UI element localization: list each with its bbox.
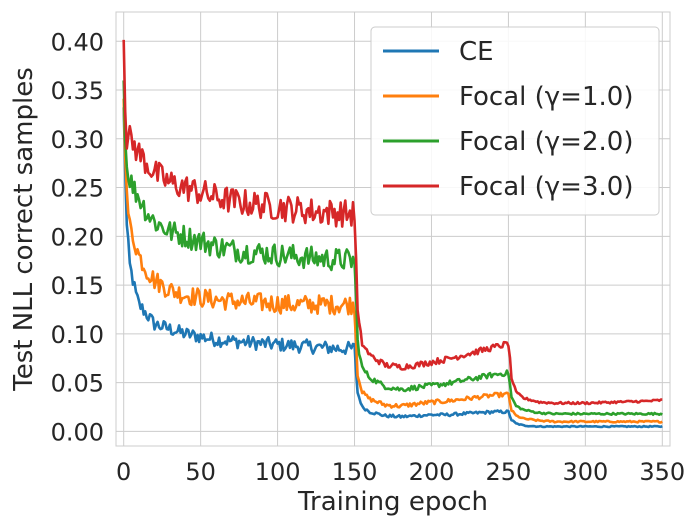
- legend-label: Focal (γ=3.0): [459, 172, 633, 202]
- x-tick-label: 50: [185, 458, 216, 486]
- legend-box: [370, 26, 660, 216]
- y-tick-label: 0.35: [51, 77, 104, 105]
- series-line: [122, 39, 663, 406]
- y-tick-label: 0.00: [51, 418, 104, 446]
- series-line: [122, 107, 663, 429]
- legend-label: Focal (γ=1.0): [459, 82, 633, 112]
- x-tick-label: 100: [255, 458, 301, 486]
- x-tick-label: 200: [409, 458, 455, 486]
- x-axis-label: Training epoch: [297, 487, 488, 517]
- y-tick-label: 0.20: [51, 223, 104, 251]
- y-tick-label: 0.15: [51, 272, 104, 300]
- series-line: [122, 80, 663, 417]
- legend: CE Focal (γ=1.0) Focal (γ=2.0) Focal (γ=3.0…: [370, 26, 660, 216]
- x-axis-ticks: 0 50 100 150 200 250 300 350: [116, 458, 685, 486]
- y-axis-ticks: 0.00 0.05 0.10 0.15 0.20 0.25 0.30 0.35 0.40: [51, 28, 104, 446]
- x-tick-label: 0: [116, 458, 131, 486]
- x-tick-label: 350: [639, 458, 685, 486]
- y-axis-label: Test NLL correct samples: [9, 67, 39, 392]
- series-layer: [122, 39, 663, 429]
- x-tick-label: 250: [486, 458, 532, 486]
- y-tick-label: 0.05: [51, 370, 104, 398]
- legend-label: CE: [459, 37, 494, 67]
- y-tick-label: 0.10: [51, 321, 104, 349]
- legend-label: Focal (γ=2.0): [459, 127, 633, 157]
- y-tick-label: 0.25: [51, 175, 104, 203]
- x-tick-label: 300: [562, 458, 608, 486]
- y-tick-label: 0.40: [51, 28, 104, 56]
- y-tick-label: 0.30: [51, 126, 104, 154]
- x-tick-label: 150: [332, 458, 378, 486]
- series-line: [122, 98, 663, 424]
